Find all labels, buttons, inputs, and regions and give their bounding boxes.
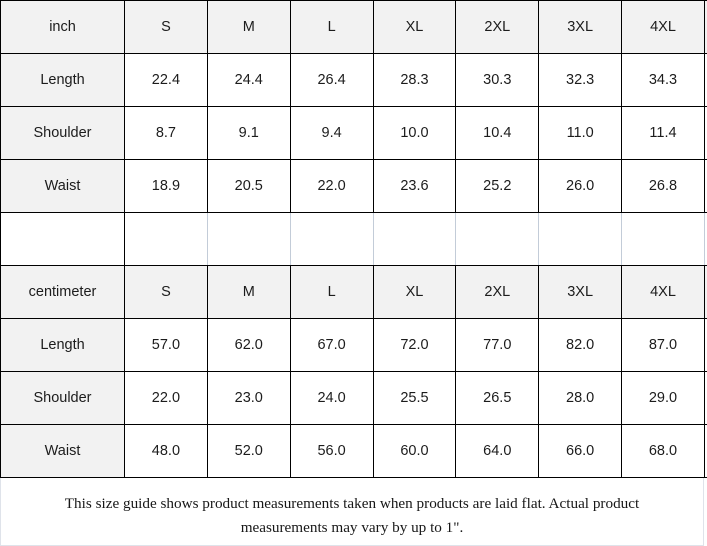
cell-length-cm-l: 67.0	[290, 319, 373, 372]
column-header-cm-s: S	[125, 266, 208, 319]
cell-length-inch-3xl: 32.3	[539, 54, 622, 107]
spacer-cell	[1, 213, 125, 266]
cell-waist-inch-m: 20.5	[207, 160, 290, 213]
cell-length-inch-2xl: 30.3	[456, 54, 539, 107]
column-header-2xl: 2XL	[456, 1, 539, 54]
column-header-cm-3xl: 3XL	[539, 266, 622, 319]
cell-waist-inch-s: 18.9	[125, 160, 208, 213]
column-header-cm-xl: XL	[373, 266, 456, 319]
spacer-cell	[456, 213, 539, 266]
column-header-cm-l: L	[290, 266, 373, 319]
cell-waist-inch-4xl: 26.8	[622, 160, 705, 213]
unit-label-inch: inch	[1, 1, 125, 54]
inch-header-row: inch S M L XL 2XL 3XL 4XL 5XL	[1, 1, 707, 54]
cell-waist-cm-4xl: 68.0	[622, 425, 705, 478]
spacer-cell	[373, 213, 456, 266]
spacer-cell	[125, 213, 208, 266]
row-label-waist-inch: Waist	[1, 160, 125, 213]
cell-length-inch-4xl: 34.3	[622, 54, 705, 107]
cell-waist-inch-xl: 23.6	[373, 160, 456, 213]
spacer-cell	[539, 213, 622, 266]
table-row: Shoulder 8.7 9.1 9.4 10.0 10.4 11.0 11.4…	[1, 107, 707, 160]
cell-length-cm-m: 62.0	[207, 319, 290, 372]
column-header-cm-4xl: 4XL	[622, 266, 705, 319]
centimeter-header-row: centimeter S M L XL 2XL 3XL 4XL 5XL	[1, 266, 707, 319]
cell-waist-cm-2xl: 64.0	[456, 425, 539, 478]
cell-length-inch-xl: 28.3	[373, 54, 456, 107]
cell-length-cm-s: 57.0	[125, 319, 208, 372]
column-header-xl: XL	[373, 1, 456, 54]
cell-shoulder-cm-m: 23.0	[207, 372, 290, 425]
cell-shoulder-cm-l: 24.0	[290, 372, 373, 425]
cell-waist-cm-3xl: 66.0	[539, 425, 622, 478]
cell-length-inch-l: 26.4	[290, 54, 373, 107]
cell-length-cm-4xl: 87.0	[622, 319, 705, 372]
column-header-3xl: 3XL	[539, 1, 622, 54]
table-row: Length 22.4 24.4 26.4 28.3 30.3 32.3 34.…	[1, 54, 707, 107]
row-label-waist-cm: Waist	[1, 425, 125, 478]
cell-shoulder-inch-2xl: 10.4	[456, 107, 539, 160]
cell-shoulder-cm-xl: 25.5	[373, 372, 456, 425]
cell-shoulder-inch-l: 9.4	[290, 107, 373, 160]
cell-waist-inch-3xl: 26.0	[539, 160, 622, 213]
row-label-length-cm: Length	[1, 319, 125, 372]
row-label-length-inch: Length	[1, 54, 125, 107]
spacer-cell	[207, 213, 290, 266]
column-header-l: L	[290, 1, 373, 54]
cell-waist-inch-2xl: 25.2	[456, 160, 539, 213]
column-header-4xl: 4XL	[622, 1, 705, 54]
column-header-cm-2xl: 2XL	[456, 266, 539, 319]
size-guide: inch S M L XL 2XL 3XL 4XL 5XL Length 22.…	[0, 0, 707, 526]
column-header-m: M	[207, 1, 290, 54]
cell-shoulder-cm-3xl: 28.0	[539, 372, 622, 425]
cell-shoulder-inch-4xl: 11.4	[622, 107, 705, 160]
cell-waist-cm-l: 56.0	[290, 425, 373, 478]
cell-waist-inch-l: 22.0	[290, 160, 373, 213]
size-guide-footnote: This size guide shows product measuremen…	[0, 478, 704, 546]
cell-shoulder-cm-2xl: 26.5	[456, 372, 539, 425]
column-header-cm-m: M	[207, 266, 290, 319]
table-row: Shoulder 22.0 23.0 24.0 25.5 26.5 28.0 2…	[1, 372, 707, 425]
cell-length-cm-3xl: 82.0	[539, 319, 622, 372]
column-header-s: S	[125, 1, 208, 54]
cell-shoulder-cm-s: 22.0	[125, 372, 208, 425]
cell-waist-cm-s: 48.0	[125, 425, 208, 478]
cell-shoulder-inch-xl: 10.0	[373, 107, 456, 160]
spacer-cell	[290, 213, 373, 266]
cell-waist-cm-m: 52.0	[207, 425, 290, 478]
cell-shoulder-inch-3xl: 11.0	[539, 107, 622, 160]
cell-shoulder-inch-m: 9.1	[207, 107, 290, 160]
row-label-shoulder-cm: Shoulder	[1, 372, 125, 425]
unit-label-centimeter: centimeter	[1, 266, 125, 319]
spacer-cell	[622, 213, 705, 266]
size-chart-table: inch S M L XL 2XL 3XL 4XL 5XL Length 22.…	[0, 0, 707, 478]
section-spacer-row	[1, 213, 707, 266]
cell-length-cm-xl: 72.0	[373, 319, 456, 372]
table-row: Waist 48.0 52.0 56.0 60.0 64.0 66.0 68.0…	[1, 425, 707, 478]
cell-shoulder-inch-s: 8.7	[125, 107, 208, 160]
table-row: Waist 18.9 20.5 22.0 23.6 25.2 26.0 26.8…	[1, 160, 707, 213]
cell-length-inch-m: 24.4	[207, 54, 290, 107]
cell-length-cm-2xl: 77.0	[456, 319, 539, 372]
table-row: Length 57.0 62.0 67.0 72.0 77.0 82.0 87.…	[1, 319, 707, 372]
row-label-shoulder-inch: Shoulder	[1, 107, 125, 160]
cell-waist-cm-xl: 60.0	[373, 425, 456, 478]
cell-shoulder-cm-4xl: 29.0	[622, 372, 705, 425]
cell-length-inch-s: 22.4	[125, 54, 208, 107]
